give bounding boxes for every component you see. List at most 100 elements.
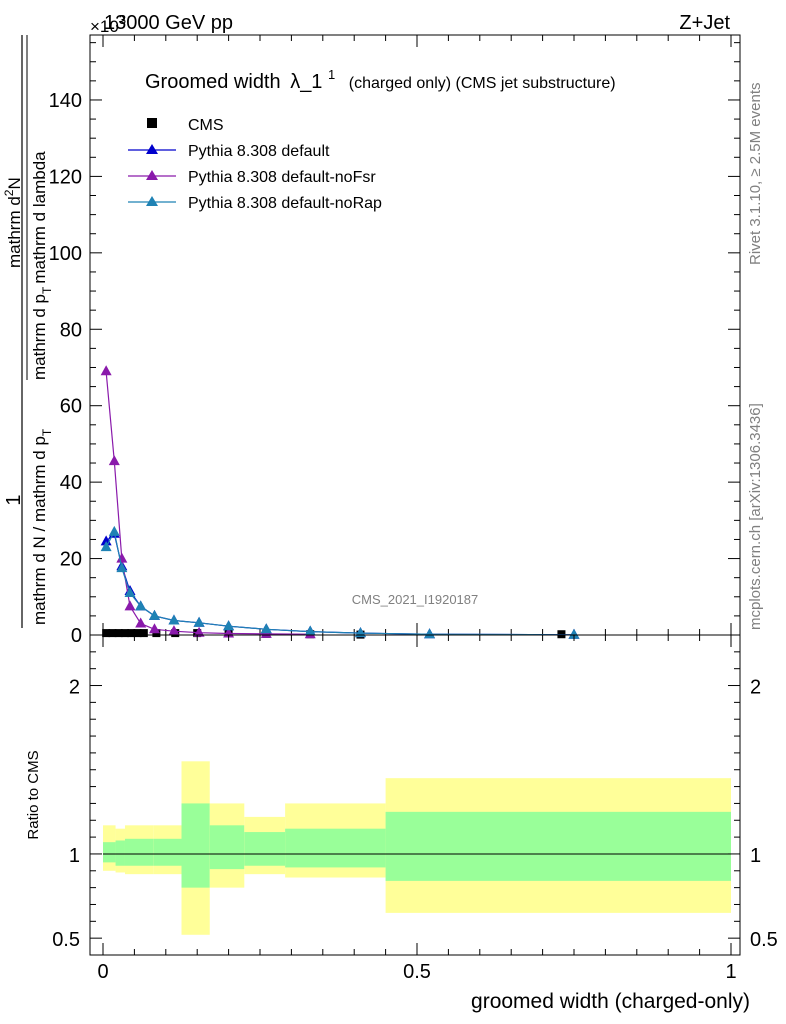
main-axis-ticks: 0 20 40 60 80 100 120 140 [49,35,740,647]
y-exponent-base: ×10 [90,17,119,36]
series-point-2 [168,625,180,636]
ratio-y-tick-label-right: 1 [750,845,761,867]
series-point-3 [193,616,205,627]
ratio-bands [103,761,731,935]
cms-data-point [133,629,142,638]
rivet-label: Rivet 3.1.10, ≥ 2.5M events [747,83,764,266]
series-point-2 [100,365,112,376]
y-tick-label: 40 [60,472,82,494]
series-point-3 [168,614,180,625]
series-point-2 [148,623,160,634]
series-point-2 [193,626,205,637]
y-label-frac-numerator: mathrm d2N [2,177,24,268]
y-label-frac-dp-sub: T [40,286,54,294]
legend-marker-cms [147,118,157,128]
y-label-frac-d: mathrm d [5,196,24,268]
ratio-axis-ticks: 0.5 0.5 1 1 2 2 0 0.5 1 [52,635,778,983]
series-point-2 [108,455,120,466]
y-tick-label: 120 [49,166,82,188]
y-label-frac-denominator: mathrm d pTmathrm d lambda [30,151,54,380]
plot-title-suffix: (charged only) (CMS jet substructure) [349,75,616,92]
x-tick-label: 0.5 [403,961,431,983]
cms-data-point [127,629,136,638]
ratio-band-inner [181,803,210,888]
y-label-frac-n: N [5,177,24,189]
series-point-3 [304,625,316,636]
ratio-band-inner [209,825,245,870]
process-label: Z+Jet [679,12,730,34]
y-tick-label: 80 [60,319,82,341]
series-point-3 [100,541,112,552]
series-point-3 [108,525,120,536]
ratio-band-inner [285,828,386,868]
plot-title-text: Groomed width [145,71,281,93]
y-exponent-power: 3 [119,12,126,27]
legend-label-cms: CMS [188,117,224,134]
ratio-y-tick-label-right: 2 [750,677,761,699]
plot-title: Groomed width λ_1 1 (charged only) (CMS … [145,62,616,93]
x-axis-label: groomed width (charged-only) [471,990,750,1013]
cms-data-point [102,629,111,638]
ratio-y-tick-label: 1 [69,845,80,867]
y-label-den-main: mathrm d N / mathrm d p [30,436,49,625]
series-point-3 [124,586,136,597]
y-label-den-sub: T [40,428,54,436]
legend-label-default: Pythia 8.308 default [188,143,330,160]
ratio-y-tick-label-right: 0.5 [750,929,778,951]
ratio-band-inner [153,838,182,866]
x-tick-label: 1 [725,961,736,983]
cms-data-point [139,629,148,638]
y-exponent: ×103 [90,12,126,36]
series-line-3 [105,530,575,636]
legend-marker-default [146,144,158,154]
ratio-y-tick-label: 0.5 [52,929,80,951]
ratio-panel: 0.5 0.5 1 1 2 2 0 0.5 1 Ratio to CMS groomed wid… [25,634,778,1013]
plot-title-symbol: λ_1 [290,71,322,93]
legend: CMS Pythia 8.308 default Pythia 8.308 de… [128,117,382,212]
series-line-2 [105,371,311,635]
main-panel: 0 20 40 60 80 100 120 140 Groomed width λ_1 1 (… [2,34,741,647]
series-point-3 [568,628,580,639]
y-label-frac-dlambda: mathrm d lambda [30,151,49,284]
y-tick-label: 100 [49,243,82,265]
series-point-3 [135,600,147,611]
x-tick-label: 0 [97,961,108,983]
y-tick-label: 20 [60,549,82,571]
series-point-3 [260,623,272,634]
series-point-2 [124,600,136,611]
main-y-label: 1 mathrm d N / mathrm d pT mathrm d2N ma… [2,35,54,628]
y-label-numerator: 1 [3,494,25,505]
y-tick-label: 140 [49,90,82,112]
cms-data-point [120,629,129,638]
mcplots-label: mcplots.cern.ch [arXiv:1306.3436] [747,403,764,630]
ratio-plot-frame [89,634,741,956]
ratio-y-label: Ratio to CMS [25,750,42,839]
y-label-frac-dp: mathrm d p [30,294,49,380]
legend-label-nofsr: Pythia 8.308 default-noFsr [188,169,376,186]
ratio-band-inner [244,832,286,866]
main-data-layer [100,365,580,639]
series-point-3 [148,609,160,620]
series-point-3 [116,562,128,573]
series-point-2 [135,617,147,628]
y-tick-label: 60 [60,396,82,418]
series-point-3 [223,620,235,631]
series-point-3 [424,628,436,639]
y-label-denominator: mathrm d N / mathrm d pT [30,428,54,625]
analysis-watermark: CMS_2021_I1920187 [352,592,479,607]
plot-title-sup: 1 [328,67,335,82]
ratio-band-inner [115,840,125,866]
ratio-band-inner [124,838,154,866]
series-point-2 [116,552,128,563]
energy-label: 13000 GeV pp [104,12,233,34]
cms-data-point [114,629,123,638]
cms-data-point [108,629,117,638]
y-label-frac-sup: 2 [2,189,16,196]
ratio-band-inner [103,842,116,863]
legend-label-norap: Pythia 8.308 default-noRap [188,195,382,212]
ratio-y-tick-label: 2 [69,677,80,699]
legend-marker-nofsr [146,170,158,180]
y-tick-label: 0 [71,625,82,647]
ratio-band-inner [385,811,731,881]
